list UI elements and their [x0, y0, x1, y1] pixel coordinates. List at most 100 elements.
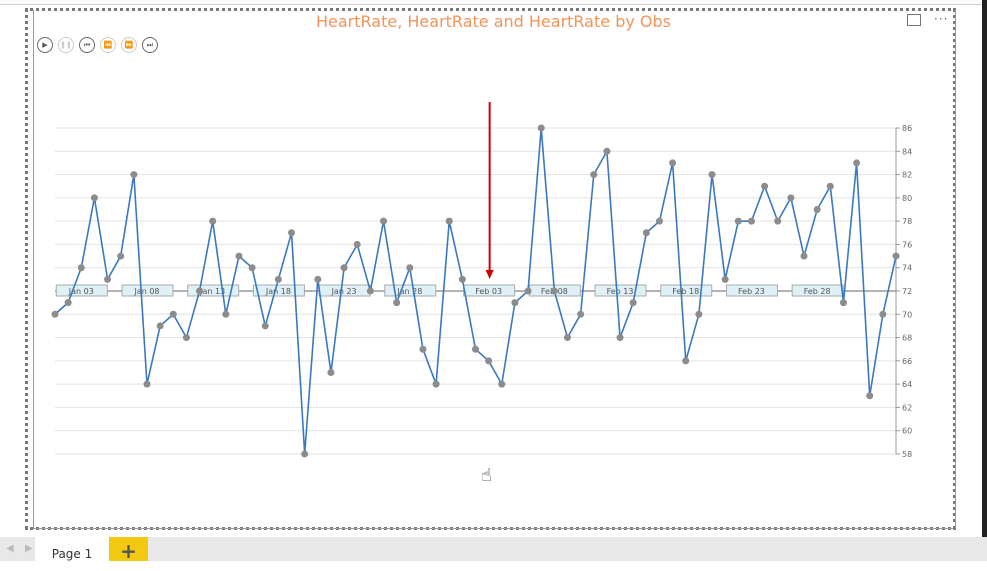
x-tick-label: Jan 13 [199, 287, 225, 296]
focus-mode-icon[interactable] [907, 14, 921, 26]
data-point [813, 206, 821, 213]
y-tick-label: 60 [902, 427, 912, 436]
data-point [708, 171, 716, 179]
y-tick-label: 86 [902, 124, 912, 133]
data-point [301, 450, 309, 458]
visual-border-left [33, 10, 34, 528]
chart-title: HeartRate, HeartRate and HeartRate by Ob… [316, 12, 671, 31]
data-point [629, 299, 637, 307]
x-tick-label: Jan 23 [331, 287, 357, 296]
y-tick-label: 80 [902, 194, 912, 203]
data-point [209, 217, 217, 225]
x-tick-label: Jan 28 [396, 287, 422, 296]
line-chart: 58 60 62 64 66 68 70 72 74 76 78 80 82 84 86 Jan 03 Jan … [51, 102, 912, 459]
x-tick-label: Feb 18 [672, 287, 699, 296]
y-tick-label: 68 [902, 334, 912, 343]
x-tick-label-box [725, 284, 778, 297]
data-point [248, 264, 256, 272]
prev-page-icon[interactable]: ◀ [6, 543, 14, 554]
skip-to-start-icon[interactable]: ⏮ [79, 37, 95, 53]
data-point [537, 124, 545, 132]
x-tick-label: Jan 18 [265, 287, 291, 296]
more-options-icon[interactable]: ··· [934, 12, 949, 26]
right-scrollbar[interactable] [982, 0, 987, 537]
data-point [747, 217, 755, 225]
data-point [130, 171, 138, 179]
tab-page-1[interactable]: Page 1 [35, 537, 109, 561]
x-tick-label: Feb 23 [738, 287, 765, 296]
x-tick-label-box [791, 284, 844, 297]
y-tick-label: 70 [902, 310, 912, 319]
visual-border-bottom [33, 528, 954, 529]
x-tick-label-box [463, 284, 516, 297]
data-point [288, 229, 296, 237]
y-tick-label: 82 [902, 171, 912, 180]
data-point [866, 392, 874, 400]
data-point [51, 310, 59, 318]
data-point [590, 171, 598, 179]
data-point [261, 322, 269, 330]
data-point [380, 217, 388, 225]
data-point [563, 334, 571, 342]
x-tick-label-box [594, 284, 647, 297]
data-point [156, 322, 164, 330]
data-point [117, 252, 125, 260]
x-tick-label: Feb 13 [607, 287, 634, 296]
hand-cursor-icon: ☝ [481, 465, 492, 486]
data-point [892, 252, 900, 260]
play-icon[interactable]: ▶ [37, 37, 53, 53]
data-point [340, 264, 348, 272]
data-point [143, 380, 151, 388]
data-point [603, 147, 611, 155]
data-point [550, 287, 558, 295]
data-point [314, 275, 322, 283]
next-page-icon[interactable]: ▶ [25, 543, 33, 554]
skip-to-end-icon[interactable]: ⏭ [142, 37, 158, 53]
data-point [498, 380, 506, 388]
x-tick-label: Jan 08 [133, 287, 159, 296]
data-point [327, 369, 335, 376]
data-point [274, 275, 282, 283]
data-point [472, 345, 479, 353]
data-point [800, 252, 808, 260]
play-controls: ▶ ❚❚ ⏮ ⏪ ⏩ ⏭ [37, 37, 158, 53]
data-point [669, 159, 677, 167]
x-tick-label-box [384, 284, 437, 297]
data-point [839, 299, 847, 307]
y-tick-label: 78 [902, 217, 912, 226]
x-tick-label: Jan 03 [68, 287, 94, 296]
data-point [64, 299, 72, 307]
y-tick-label: 62 [902, 403, 912, 412]
data-point [524, 287, 532, 295]
x-tick-label-box [121, 284, 174, 297]
data-point [655, 217, 663, 225]
data-point [90, 194, 98, 202]
step-forward-icon: ⏩ [121, 37, 137, 53]
data-point [353, 240, 361, 248]
x-tick-label-box [55, 284, 108, 297]
data-point [196, 287, 204, 295]
y-tick-label: 72 [902, 287, 912, 296]
data-point [235, 252, 243, 260]
data-point [419, 345, 427, 353]
data-point [721, 275, 729, 283]
data-point [445, 217, 453, 225]
data-point [393, 299, 401, 307]
data-point [734, 217, 742, 225]
y-tick-label: 84 [902, 147, 912, 156]
data-point [406, 264, 414, 272]
data-point [616, 334, 624, 342]
annotation-arrow-head [485, 270, 494, 279]
data-point [182, 334, 190, 342]
top-strip [0, 0, 987, 5]
add-page-button[interactable]: + [109, 537, 148, 563]
data-point [642, 229, 650, 237]
page-tab-bar: ◀ ▶ Page 1 + [0, 537, 987, 563]
pause-icon: ❚❚ [58, 37, 74, 53]
data-point [774, 217, 782, 225]
x-tick-label: Feb 28 [804, 287, 831, 296]
data-point [432, 380, 440, 388]
y-tick-label: 64 [902, 380, 912, 389]
y-tick-label: 58 [902, 450, 912, 459]
data-point [879, 310, 887, 318]
